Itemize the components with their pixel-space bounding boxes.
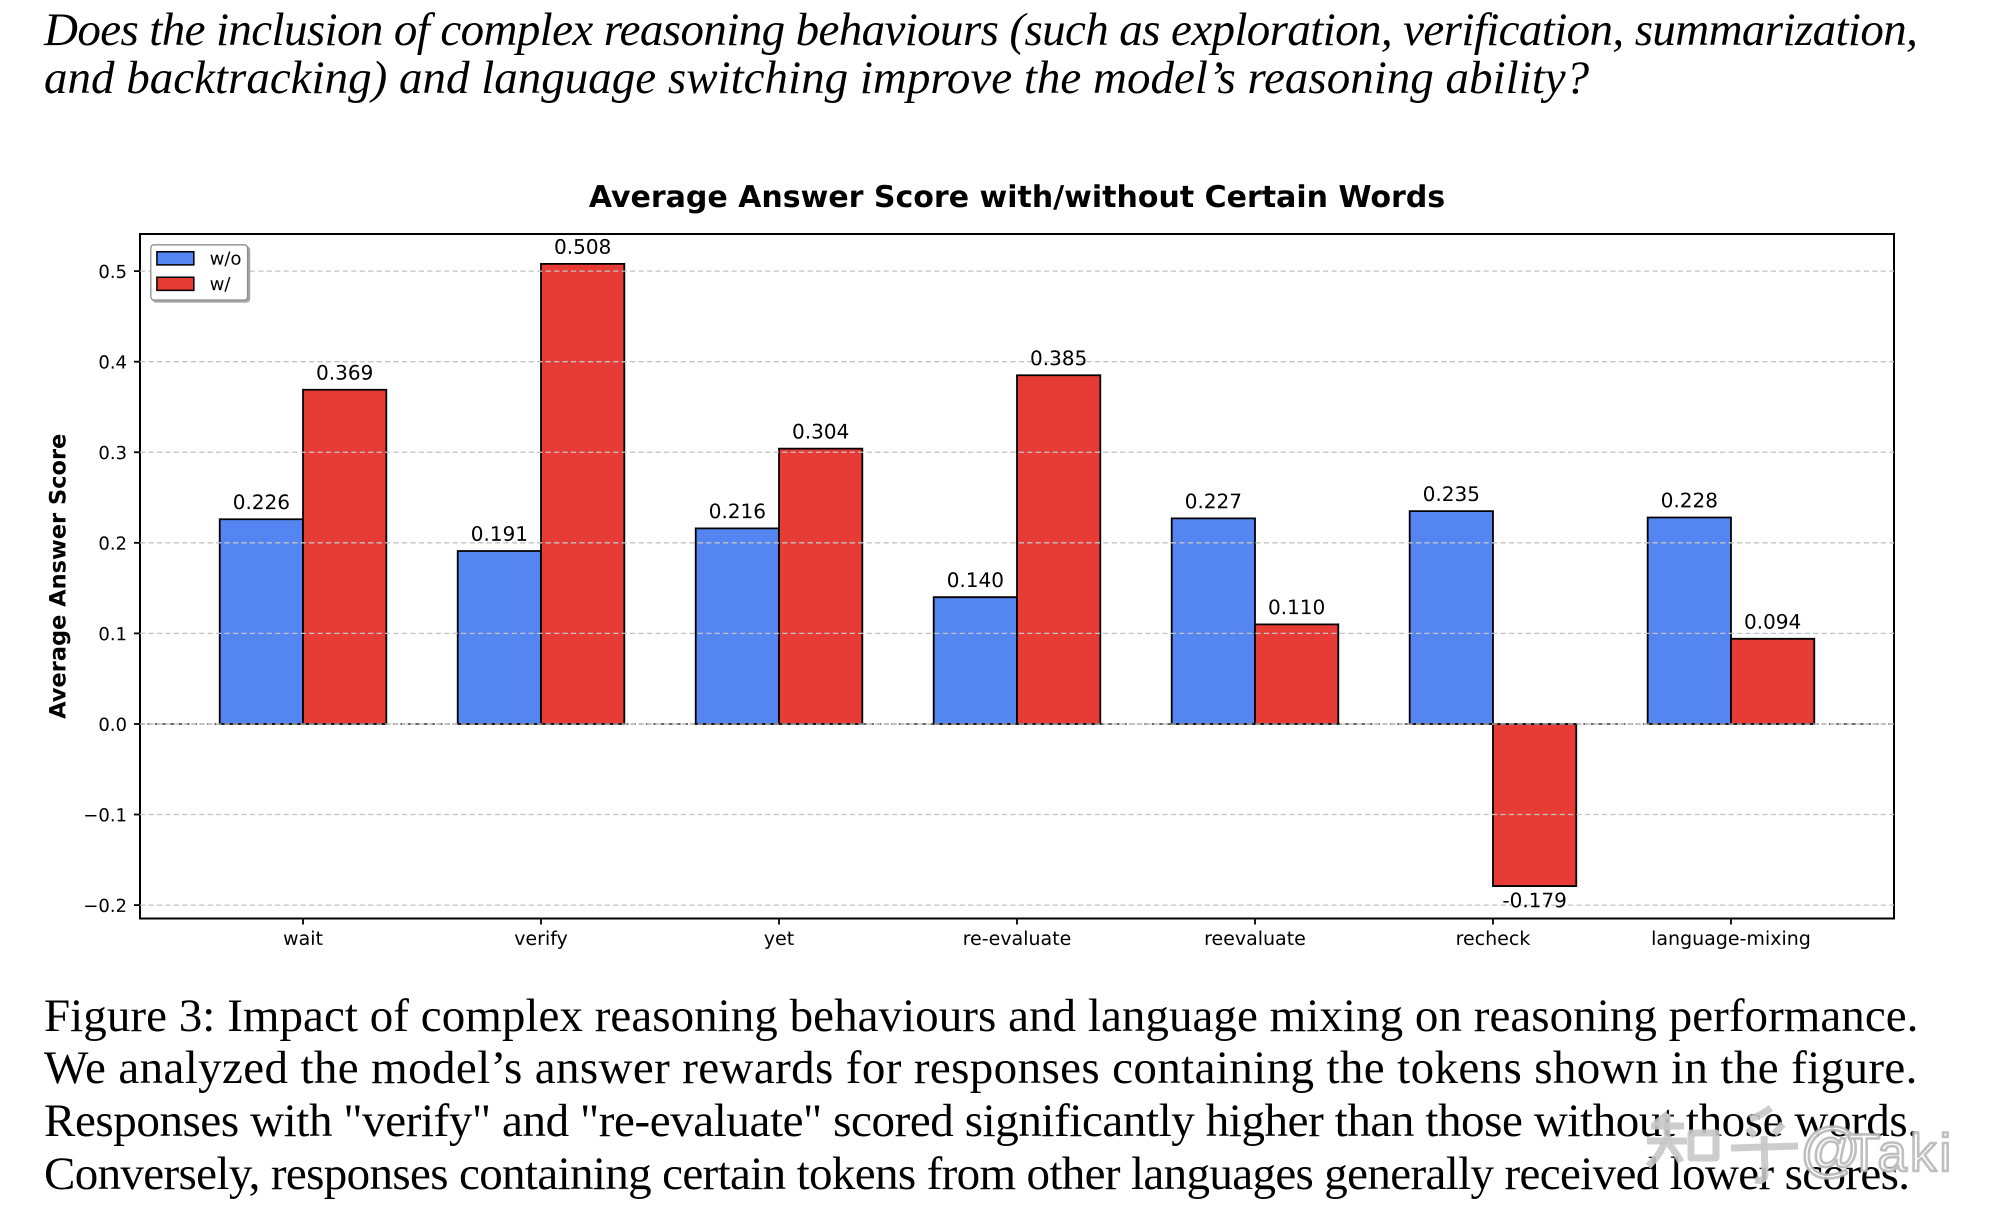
- svg-text:Taki: Taki: [1848, 1124, 1954, 1183]
- svg-text:@: @: [1800, 1116, 1861, 1183]
